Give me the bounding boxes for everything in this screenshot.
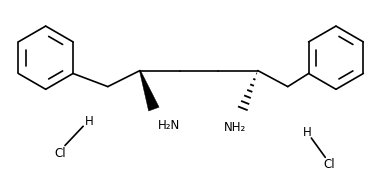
Polygon shape	[139, 70, 159, 111]
Text: H: H	[85, 115, 94, 128]
Text: H: H	[303, 126, 312, 139]
Text: Cl: Cl	[55, 147, 67, 159]
Text: H₂N: H₂N	[158, 119, 180, 132]
Text: Cl: Cl	[324, 158, 336, 171]
Text: NH₂: NH₂	[224, 121, 247, 134]
